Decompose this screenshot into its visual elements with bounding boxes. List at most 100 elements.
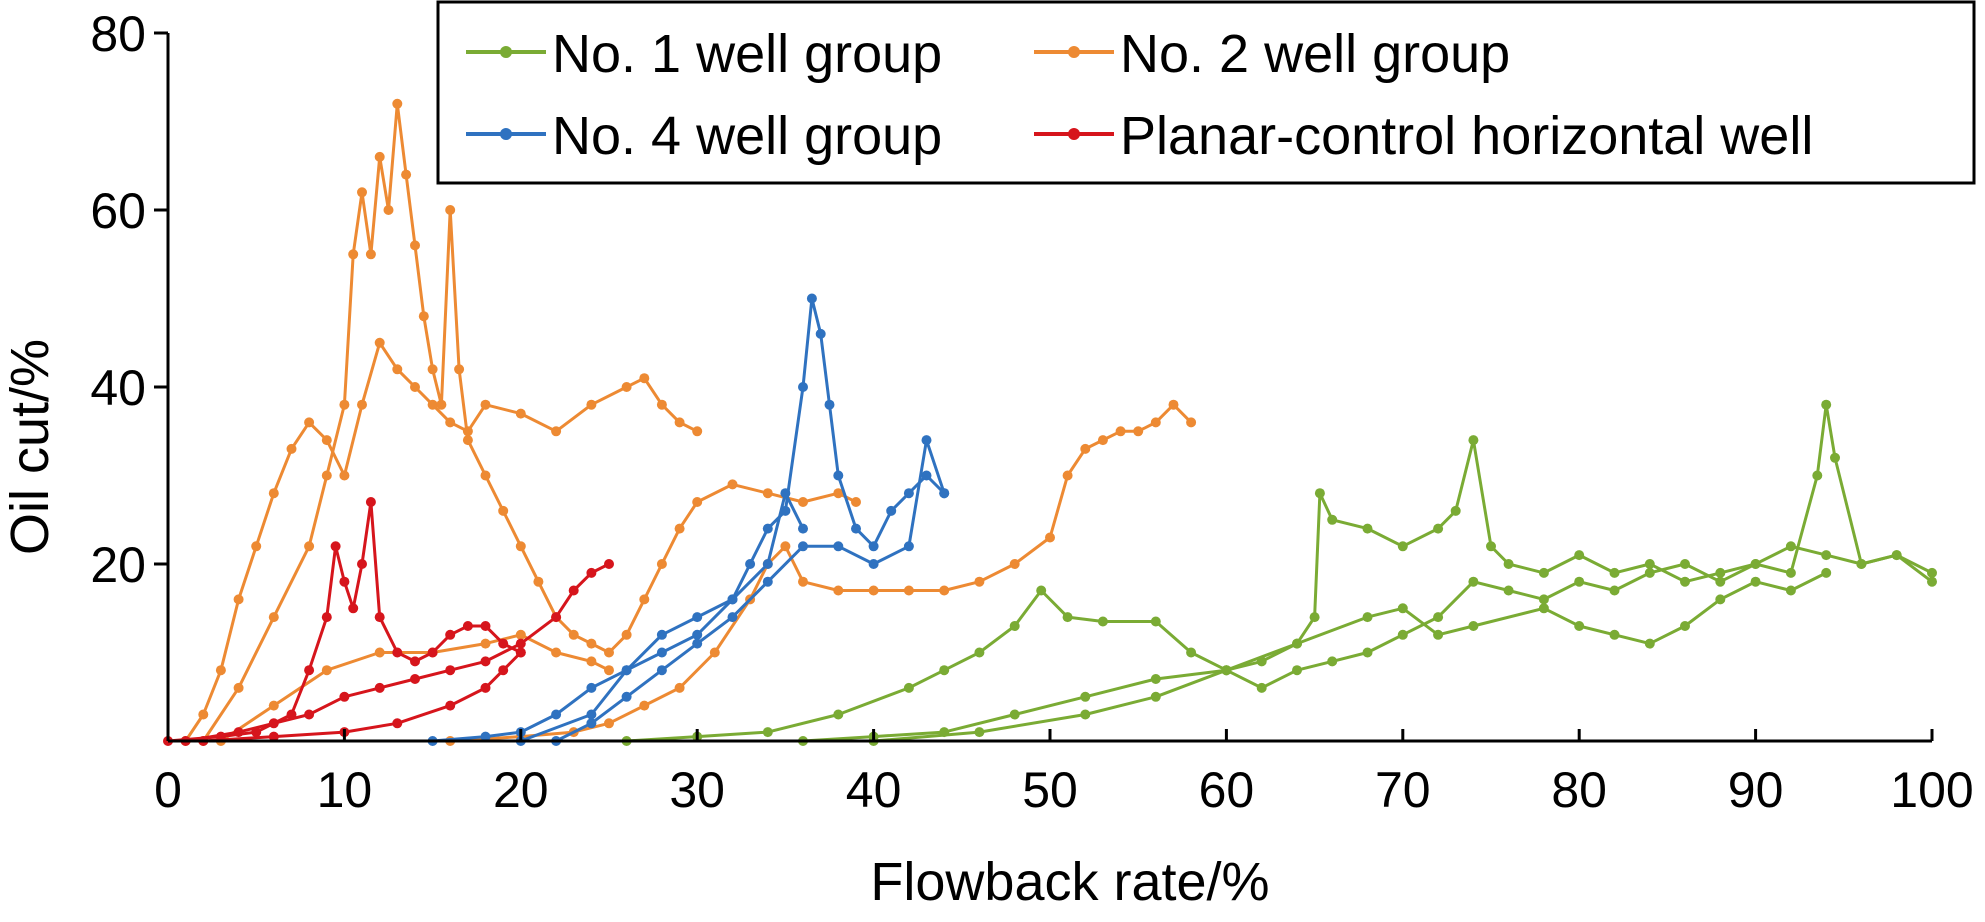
- data-point: [268, 731, 279, 742]
- data-point: [515, 408, 526, 419]
- data-point: [1486, 541, 1496, 552]
- data-point: [1150, 417, 1161, 428]
- data-point: [1186, 417, 1197, 428]
- data-point: [780, 541, 791, 552]
- data-point: [568, 585, 579, 596]
- data-point: [1036, 585, 1047, 596]
- series-line: [185, 562, 610, 743]
- data-point: [886, 505, 897, 516]
- series-no-2-well-group: [180, 98, 1197, 746]
- data-point: [1680, 621, 1690, 631]
- data-point: [833, 541, 844, 552]
- data-point: [427, 364, 438, 375]
- data-point: [410, 656, 420, 667]
- data-point: [304, 541, 315, 552]
- data-point: [1009, 559, 1020, 569]
- data-point: [339, 576, 350, 587]
- data-point: [392, 647, 403, 658]
- data-point: [1821, 399, 1832, 410]
- y-tick-label: 60: [90, 183, 146, 239]
- series-line: [184, 341, 698, 742]
- data-point: [586, 709, 597, 720]
- data-point: [462, 621, 473, 631]
- x-tick-label: 0: [154, 762, 182, 818]
- y-axis-title: Oil cut/%: [0, 339, 60, 555]
- series-line: [802, 544, 1933, 743]
- data-point: [921, 470, 932, 481]
- data-point: [1609, 567, 1620, 578]
- data-point: [727, 612, 738, 623]
- data-point: [1433, 629, 1444, 640]
- data-point: [1327, 514, 1338, 525]
- y-tick-label: 40: [90, 360, 146, 416]
- data-point: [1397, 541, 1408, 552]
- data-point: [480, 621, 491, 631]
- data-point: [1097, 616, 1108, 627]
- data-point: [533, 576, 544, 587]
- data-point: [939, 665, 950, 676]
- data-point: [692, 629, 703, 640]
- data-point: [1097, 435, 1108, 446]
- x-tick-label: 90: [1728, 762, 1784, 818]
- data-point: [745, 559, 756, 569]
- data-point: [392, 98, 403, 109]
- data-point: [268, 700, 279, 711]
- data-point: [198, 709, 209, 720]
- data-point: [1362, 647, 1373, 658]
- data-point: [1256, 682, 1267, 693]
- data-point: [1785, 541, 1796, 552]
- data-point: [974, 727, 985, 738]
- data-point: [586, 656, 597, 667]
- data-point: [833, 470, 844, 481]
- data-point: [798, 382, 808, 392]
- data-point: [374, 682, 385, 693]
- data-point: [374, 647, 385, 658]
- legend-swatch-marker: [500, 128, 512, 140]
- legend-item: Planar-control horizontal well: [1034, 106, 1813, 166]
- data-point: [1830, 452, 1840, 463]
- data-point: [604, 647, 614, 658]
- data-point: [1397, 629, 1408, 640]
- data-point: [454, 364, 465, 375]
- data-point: [445, 205, 456, 215]
- data-point: [480, 470, 491, 481]
- data-point: [374, 151, 385, 162]
- data-point: [639, 373, 650, 384]
- x-tick-label: 70: [1375, 762, 1431, 818]
- data-point: [1680, 559, 1690, 569]
- data-point: [215, 665, 226, 676]
- data-point: [357, 399, 367, 410]
- data-point: [1362, 612, 1373, 623]
- x-tick-label: 60: [1199, 762, 1255, 818]
- data-point: [1115, 426, 1126, 437]
- data-point: [1574, 550, 1585, 561]
- legend-box: [436, 0, 1976, 185]
- data-point: [656, 647, 667, 658]
- data-point: [330, 541, 341, 552]
- data-point: [339, 691, 350, 702]
- series-line: [220, 633, 610, 743]
- data-point: [1080, 709, 1091, 720]
- data-point: [445, 417, 456, 428]
- data-point: [445, 700, 456, 711]
- data-point: [674, 682, 685, 693]
- data-point: [621, 629, 632, 640]
- x-axis-title: Flowback rate/%: [870, 852, 1269, 912]
- data-point: [321, 435, 332, 446]
- legend-swatch-marker: [1068, 128, 1080, 140]
- data-point: [1168, 399, 1179, 410]
- data-point: [727, 594, 738, 605]
- data-point: [762, 488, 773, 499]
- data-point: [921, 435, 932, 446]
- data-point: [1891, 550, 1902, 561]
- data-point: [621, 691, 632, 702]
- data-point: [551, 647, 562, 658]
- series-no-1-well-group: [621, 399, 1937, 746]
- data-point: [551, 426, 562, 437]
- data-point: [1062, 470, 1073, 481]
- series-planar-control-horizontal-well: [163, 497, 614, 746]
- data-point: [1821, 567, 1832, 578]
- data-point: [903, 488, 914, 499]
- data-point: [1062, 612, 1073, 623]
- x-tick-label: 80: [1551, 762, 1607, 818]
